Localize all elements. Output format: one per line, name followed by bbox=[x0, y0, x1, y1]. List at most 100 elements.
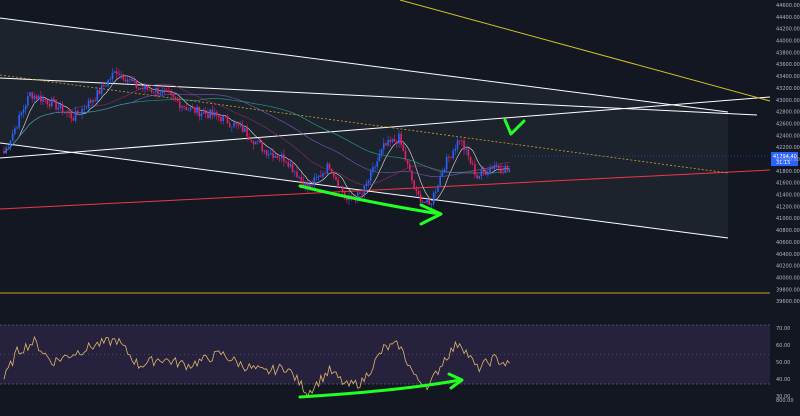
candle-body bbox=[439, 176, 441, 186]
candle-body bbox=[482, 170, 485, 172]
candle-body bbox=[100, 85, 103, 94]
candle-body bbox=[450, 157, 452, 158]
rsi-tick-label: 40.00 bbox=[776, 377, 790, 383]
yellow-trendline bbox=[399, 0, 771, 102]
candle-body bbox=[398, 133, 400, 144]
candle-body bbox=[14, 128, 16, 134]
candle-body bbox=[224, 115, 227, 117]
candle-body bbox=[361, 193, 363, 195]
dotted-midline bbox=[0, 74, 729, 174]
candle-body bbox=[24, 105, 27, 110]
candle-body bbox=[9, 140, 12, 147]
price-tick-label: 42800.00 bbox=[776, 110, 800, 116]
candle-body bbox=[335, 176, 337, 181]
price-tick-label: 41400.00 bbox=[776, 193, 800, 199]
candle-body bbox=[139, 88, 142, 89]
candle-body bbox=[280, 154, 283, 159]
candle-body bbox=[356, 192, 359, 201]
candle-body bbox=[244, 128, 246, 132]
candle-body bbox=[504, 166, 507, 173]
candle-body bbox=[161, 89, 164, 94]
candle-body bbox=[276, 155, 279, 159]
candle-body bbox=[181, 106, 183, 108]
channel-top-line bbox=[0, 17, 729, 113]
candle-body bbox=[424, 201, 426, 203]
price-tick-label: 41600.00 bbox=[776, 181, 800, 187]
candle-body bbox=[300, 176, 303, 181]
candle-body bbox=[57, 107, 60, 110]
candle-body bbox=[296, 171, 298, 178]
price-tick-label: 40400.00 bbox=[776, 252, 800, 258]
candle-body bbox=[441, 172, 444, 177]
candle-body bbox=[205, 111, 207, 114]
price-tick-label: 42000.00 bbox=[776, 157, 800, 163]
candle-body bbox=[307, 183, 309, 190]
candle-body bbox=[98, 90, 101, 94]
candle-body bbox=[250, 139, 253, 142]
candle-body bbox=[382, 143, 385, 150]
candle-body bbox=[254, 141, 257, 145]
candle-body bbox=[33, 95, 36, 99]
candle-body bbox=[471, 163, 474, 165]
candle-body bbox=[456, 140, 459, 149]
candle-body bbox=[44, 98, 47, 101]
last-price-label: 41794.40 bbox=[773, 154, 797, 160]
candle-body bbox=[50, 98, 53, 107]
candle-body bbox=[252, 141, 255, 145]
candle-body bbox=[18, 114, 20, 128]
rsi-pane-background bbox=[0, 323, 770, 416]
candle-body bbox=[476, 175, 478, 179]
candle-body bbox=[165, 90, 168, 91]
candle-body bbox=[126, 79, 129, 82]
candle-body bbox=[105, 85, 107, 87]
divergence-arrowhead-rsi bbox=[447, 372, 464, 390]
candle-body bbox=[367, 180, 370, 184]
candle-body bbox=[448, 156, 450, 158]
price-tick-label: 42600.00 bbox=[776, 121, 800, 127]
candle-body bbox=[109, 79, 112, 80]
candle-body bbox=[391, 138, 394, 143]
price-tick-label: 44000.00 bbox=[776, 39, 800, 45]
price-tick-label: 43000.00 bbox=[776, 98, 800, 104]
candle-body bbox=[168, 90, 170, 93]
candle-body bbox=[79, 113, 81, 115]
candle-body bbox=[63, 112, 66, 114]
rising-trendline bbox=[0, 96, 771, 159]
candle-body bbox=[74, 110, 77, 121]
candle-body bbox=[163, 89, 166, 91]
candle-body bbox=[107, 79, 109, 86]
candle-body bbox=[37, 95, 40, 100]
price-tick-label: 43600.00 bbox=[776, 62, 800, 68]
candle-body bbox=[320, 175, 322, 177]
candle-body bbox=[7, 146, 10, 148]
candle-body bbox=[178, 101, 181, 108]
candle-body bbox=[122, 74, 125, 80]
candle-body bbox=[233, 122, 235, 127]
candle-body bbox=[42, 98, 44, 102]
candle-body bbox=[491, 168, 494, 169]
candle-body bbox=[415, 188, 418, 191]
candle-body bbox=[200, 113, 203, 117]
candle-body bbox=[85, 108, 88, 109]
candle-body bbox=[142, 88, 144, 90]
candle-body bbox=[11, 133, 14, 141]
candle-body bbox=[478, 176, 481, 179]
candle-body bbox=[90, 100, 92, 103]
candle-body bbox=[270, 152, 272, 154]
candle-body bbox=[226, 116, 229, 124]
candle-body bbox=[283, 154, 285, 162]
candle-body bbox=[437, 185, 439, 192]
candle-body bbox=[419, 194, 422, 203]
candle-body bbox=[194, 107, 196, 113]
candle-body bbox=[411, 170, 413, 181]
candle-body bbox=[55, 99, 57, 110]
candle-body bbox=[103, 85, 105, 87]
candlestick-series bbox=[3, 66, 511, 210]
divergence-arrow-price bbox=[298, 184, 442, 216]
candle-body bbox=[35, 95, 38, 100]
candle-body bbox=[72, 118, 75, 121]
candle-body bbox=[343, 192, 346, 198]
candle-body bbox=[53, 98, 55, 100]
candle-body bbox=[376, 161, 379, 167]
candle-body bbox=[341, 186, 344, 193]
